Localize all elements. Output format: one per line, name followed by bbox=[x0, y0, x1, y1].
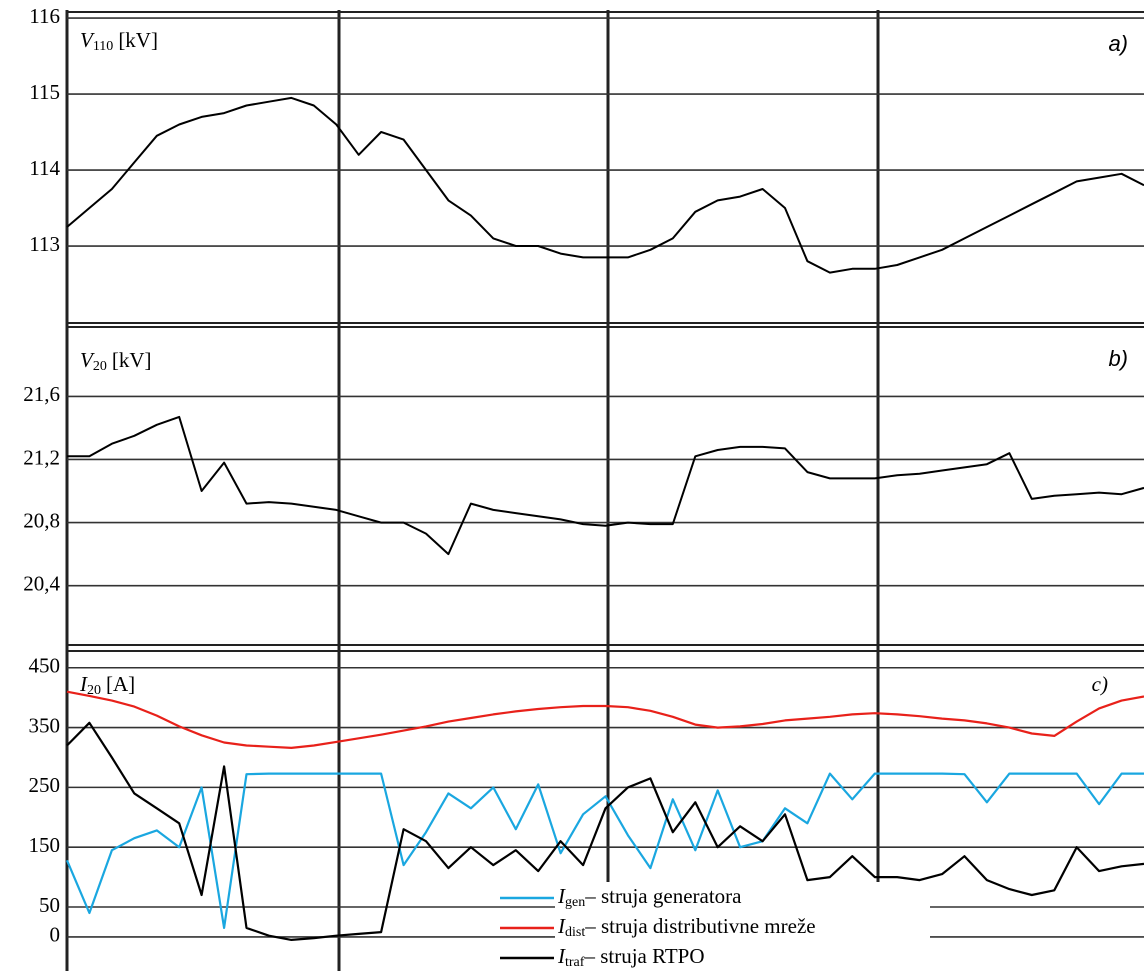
legend-label: Itraf– struja RTPO bbox=[557, 944, 705, 970]
legend-name: – struja RTPO bbox=[583, 944, 704, 968]
panel-annotation: c) bbox=[1092, 672, 1108, 696]
y-tick-label: 116 bbox=[29, 4, 60, 28]
label-symbol: I bbox=[79, 672, 88, 696]
y-axis-label: I20 [A] bbox=[79, 672, 135, 698]
label-unit: [A] bbox=[106, 672, 135, 696]
y-axis-label: V20 [kV] bbox=[80, 348, 151, 374]
legend-label: Idist– struja distributivne mreže bbox=[557, 914, 816, 940]
y-tick-label: 21,6 bbox=[23, 382, 60, 406]
y-axis-label: V110 [kV] bbox=[80, 28, 158, 54]
y-tick-label: 50 bbox=[39, 893, 60, 917]
y-tick-label: 0 bbox=[50, 923, 61, 947]
label-sub: 110 bbox=[93, 39, 113, 54]
y-tick-label: 350 bbox=[29, 713, 61, 737]
data-line bbox=[66, 96, 1144, 274]
legend-sub: gen bbox=[565, 895, 585, 910]
y-tick-label: 114 bbox=[29, 156, 60, 180]
legend-name: – struja generatora bbox=[584, 884, 742, 908]
y-tick-label: 21,2 bbox=[23, 445, 60, 469]
vertical-grid bbox=[65, 10, 880, 971]
y-tick-label: 20,4 bbox=[23, 571, 60, 595]
legend-background bbox=[555, 882, 930, 971]
label-sub: 20 bbox=[93, 359, 107, 374]
y-tick-label: 450 bbox=[29, 654, 61, 678]
data-line bbox=[65, 772, 1144, 929]
data-line bbox=[66, 690, 1144, 749]
y-tick-label: 113 bbox=[29, 232, 60, 256]
legend-sub: traf bbox=[565, 955, 585, 970]
label-symbol: V bbox=[80, 28, 95, 52]
label-symbol: V bbox=[80, 348, 95, 372]
legend-label: Igen– struja generatora bbox=[557, 884, 742, 910]
legend-name: – struja distributivne mreže bbox=[584, 914, 815, 938]
y-tick-label: 150 bbox=[29, 833, 61, 857]
y-tick-label: 115 bbox=[29, 80, 60, 104]
data-line bbox=[66, 721, 1144, 941]
y-tick-label: 20,8 bbox=[23, 508, 60, 532]
legend-symbol: I bbox=[557, 914, 566, 938]
legend-symbol: I bbox=[557, 944, 566, 968]
panel-borders bbox=[67, 11, 1144, 652]
label-unit: [kV] bbox=[118, 28, 158, 52]
panel-annotation: b) bbox=[1108, 346, 1128, 371]
label-unit: [kV] bbox=[112, 348, 152, 372]
label-sub: 20 bbox=[87, 683, 101, 698]
panel-annotation: a) bbox=[1108, 31, 1128, 56]
legend-sub: dist bbox=[565, 925, 585, 940]
data-line bbox=[67, 415, 1144, 556]
y-tick-label: 250 bbox=[29, 773, 61, 797]
legend-symbol: I bbox=[557, 884, 566, 908]
